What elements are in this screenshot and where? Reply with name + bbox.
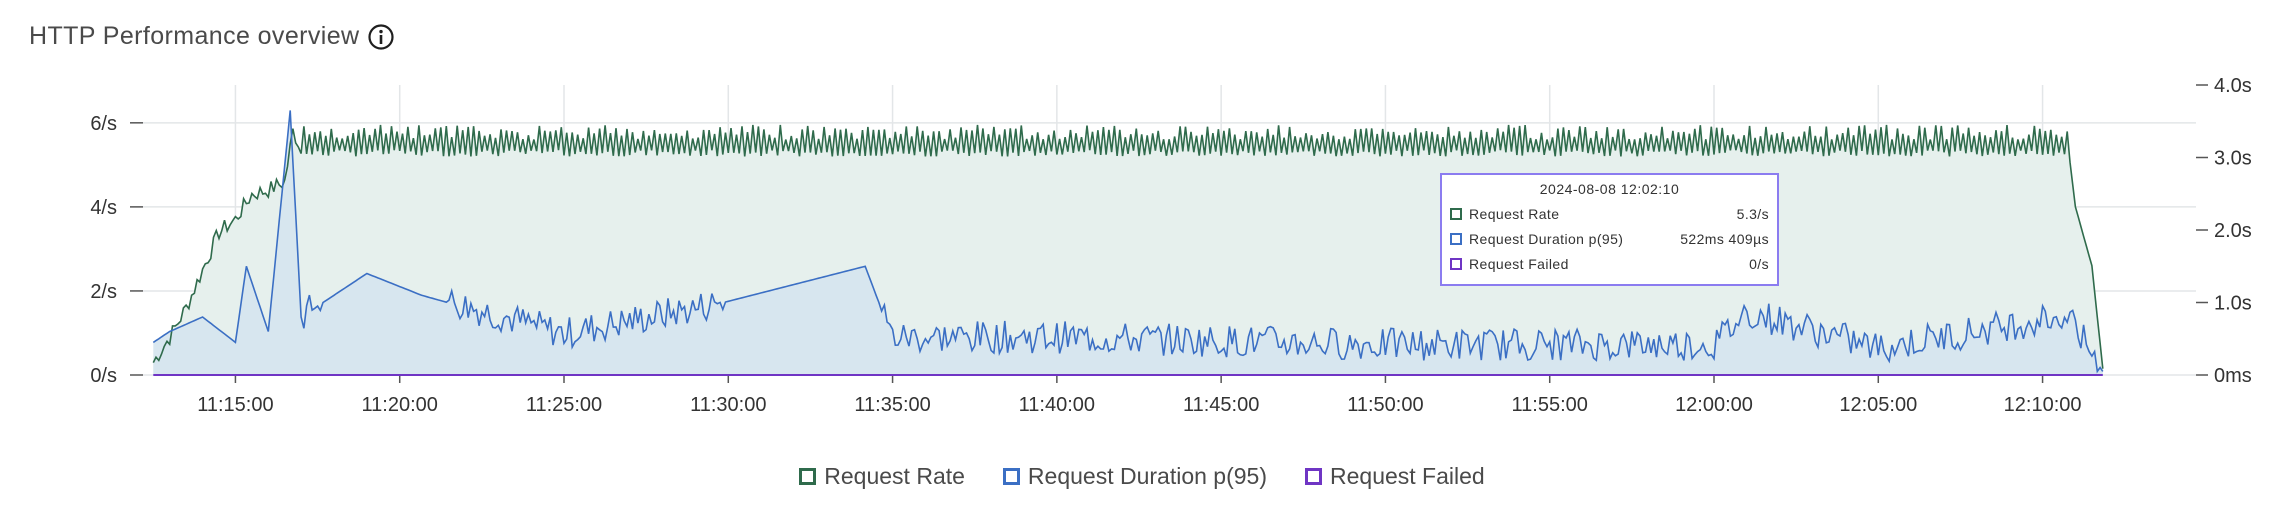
request-failed-swatch-icon xyxy=(1450,258,1462,270)
chart-legend: Request Rate Request Duration p(95) Requ… xyxy=(0,463,2284,490)
y-left-tick-label: 6/s xyxy=(90,113,117,135)
tooltip-row-request-duration: Request Duration p(95) 522ms 409µs xyxy=(1442,231,1777,247)
tooltip-timestamp: 2024-08-08 12:02:10 xyxy=(1539,181,1680,197)
chart-tooltip: 2024-08-08 12:02:10 Request Rate 5.3/s R… xyxy=(1440,173,1779,286)
y-left-tick-label: 2/s xyxy=(90,281,117,303)
x-tick-label: 12:05:00 xyxy=(1839,394,1917,416)
legend-item-request-duration[interactable]: Request Duration p(95) xyxy=(1002,463,1267,490)
x-tick-label: 11:40:00 xyxy=(1019,394,1095,416)
request-failed-legend-swatch-icon xyxy=(1305,468,1322,485)
request-duration-legend-swatch-icon xyxy=(1002,468,1020,485)
x-tick-label: 11:50:00 xyxy=(1347,394,1423,416)
x-tick-label: 12:10:00 xyxy=(2004,394,2082,416)
request-duration-line xyxy=(152,110,2104,374)
x-tick-label: 11:30:00 xyxy=(690,394,766,416)
x-tick-label: 11:25:00 xyxy=(526,394,602,416)
request-duration-area xyxy=(153,110,2103,376)
x-tick-label: 11:35:00 xyxy=(854,394,930,416)
x-tick-label: 11:55:00 xyxy=(1512,394,1588,416)
y-right-tick-label: 3.0s xyxy=(2214,148,2252,170)
x-tick-label: 11:15:00 xyxy=(197,394,273,416)
y-right-tick-label: 1.0s xyxy=(2214,293,2252,315)
legend-item-request-failed[interactable]: Request Failed xyxy=(1305,463,1485,490)
request-rate-swatch-icon xyxy=(1450,208,1462,220)
y-right-tick-label: 4.0s xyxy=(2214,75,2252,97)
legend-item-request-rate[interactable]: Request Rate xyxy=(799,463,965,490)
performance-chart: 0/s 2/s 4/s 6/s 0ms 1.0s 2.0s 3.0s 4.0s 11:15:00 1… xyxy=(90,75,2252,416)
request-duration-swatch-icon xyxy=(1450,233,1462,245)
tooltip-row-request-failed: Request Failed 0/s xyxy=(1442,256,1777,272)
y-left-tick-label: 4/s xyxy=(90,197,117,219)
x-tick-label: 11:45:00 xyxy=(1183,394,1259,416)
x-tick-label: 12:00:00 xyxy=(1675,394,1753,416)
info-circle-icon[interactable] xyxy=(367,23,395,51)
y-right-tick-label: 0ms xyxy=(2214,365,2252,387)
x-tick-label: 11:20:00 xyxy=(362,394,438,416)
request-rate-line xyxy=(152,124,2104,369)
page-title: HTTP Performance overview xyxy=(29,22,360,50)
chart-header: HTTP Performance overview xyxy=(29,22,395,51)
tooltip-row-request-rate: Request Rate 5.3/s xyxy=(1442,206,1777,222)
request-rate-legend-swatch-icon xyxy=(799,468,817,485)
y-left-tick-label: 0/s xyxy=(90,365,117,387)
y-right-tick-label: 2.0s xyxy=(2214,220,2252,242)
